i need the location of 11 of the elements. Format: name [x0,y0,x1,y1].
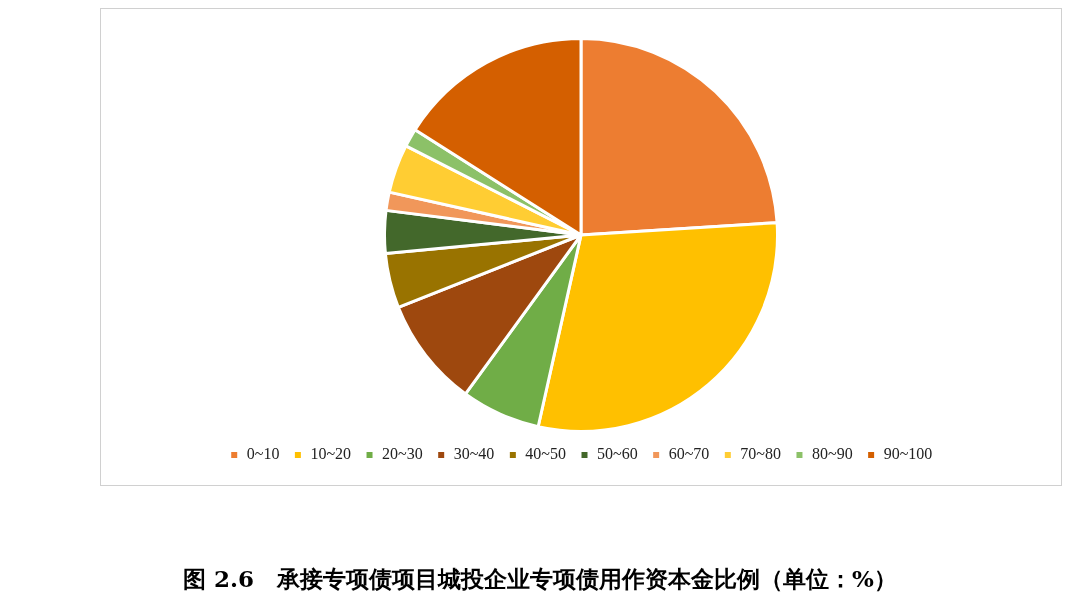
legend-label: 10~20 [310,445,352,463]
legend-label: 80~90 [811,445,853,463]
legend-label: 70~80 [740,445,781,463]
legend-label: 30~40 [453,445,495,463]
legend-label: 20~30 [382,445,423,463]
legend-label: 0~10 [246,445,280,463]
legend-label: 90~100 [883,445,933,463]
legend-label: 50~60 [597,445,638,463]
text: 图 2.6 承接专项债项目城投企业专项债用作资本金比例（单位：%） [182,564,898,594]
legend-label: 60~70 [668,445,710,463]
legend-label: 40~50 [525,445,566,463]
